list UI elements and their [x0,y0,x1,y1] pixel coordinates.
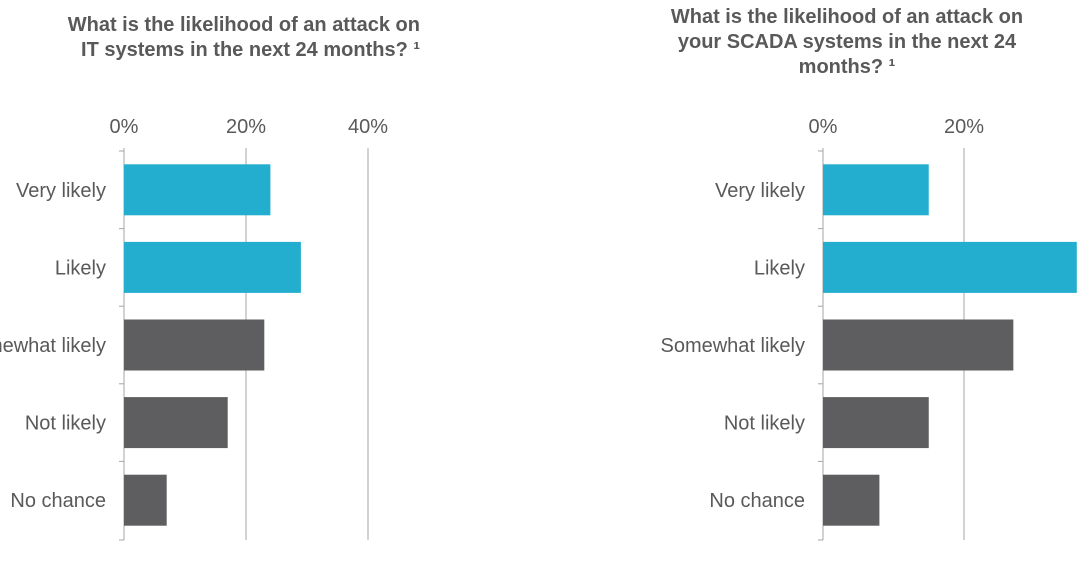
bar-it-2 [124,319,265,371]
x-tick-label-it-0: 0% [110,116,139,138]
bar-scada-2 [823,319,1014,371]
bar-scada-4 [823,474,880,526]
x-tick-label-scada-0: 0% [809,116,838,138]
chart-title-scada-line-2: your SCADA systems in the next 24 [677,31,1017,53]
chart-title-it: What is the likelihood of an attack on I… [0,13,420,63]
bar-scada-1 [823,241,1077,293]
bar-scada-0 [823,164,929,216]
category-label-scada-1: Likely [754,257,805,279]
chart-title-it-line-1: What is the likelihood of an attack on [67,14,420,36]
category-label-it-4: No chance [10,490,106,512]
category-label-scada-4: No chance [709,490,805,512]
x-tick-label-it-1: 20% [226,116,266,138]
category-label-scada-3: Not likely [724,413,805,435]
bar-it-4 [124,474,167,526]
chart-title-scada-line-3: months? ¹ [798,56,896,78]
bar-it-1 [124,241,301,293]
category-label-scada-0: Very likely [715,180,805,202]
category-label-it-0: Very likely [16,180,106,202]
category-label-it-1: Likely [55,257,106,279]
bar-it-0 [124,164,271,216]
category-label-scada-2: Somewhat likely [660,335,805,357]
chart-title-scada: What is the likelihood of an attack on y… [612,5,1080,80]
category-label-it-3: Not likely [25,413,106,435]
chart-title-scada-line-1: What is the likelihood of an attack on [670,6,1024,28]
bar-it-3 [124,397,228,449]
x-tick-label-scada-1: 20% [944,116,984,138]
bar-scada-3 [823,397,929,449]
chart-title-it-line-2: IT systems in the next 24 months? ¹ [81,39,420,61]
category-label-it-2: Somewhat likely [0,335,106,357]
x-tick-label-it-2: 40% [348,116,388,138]
